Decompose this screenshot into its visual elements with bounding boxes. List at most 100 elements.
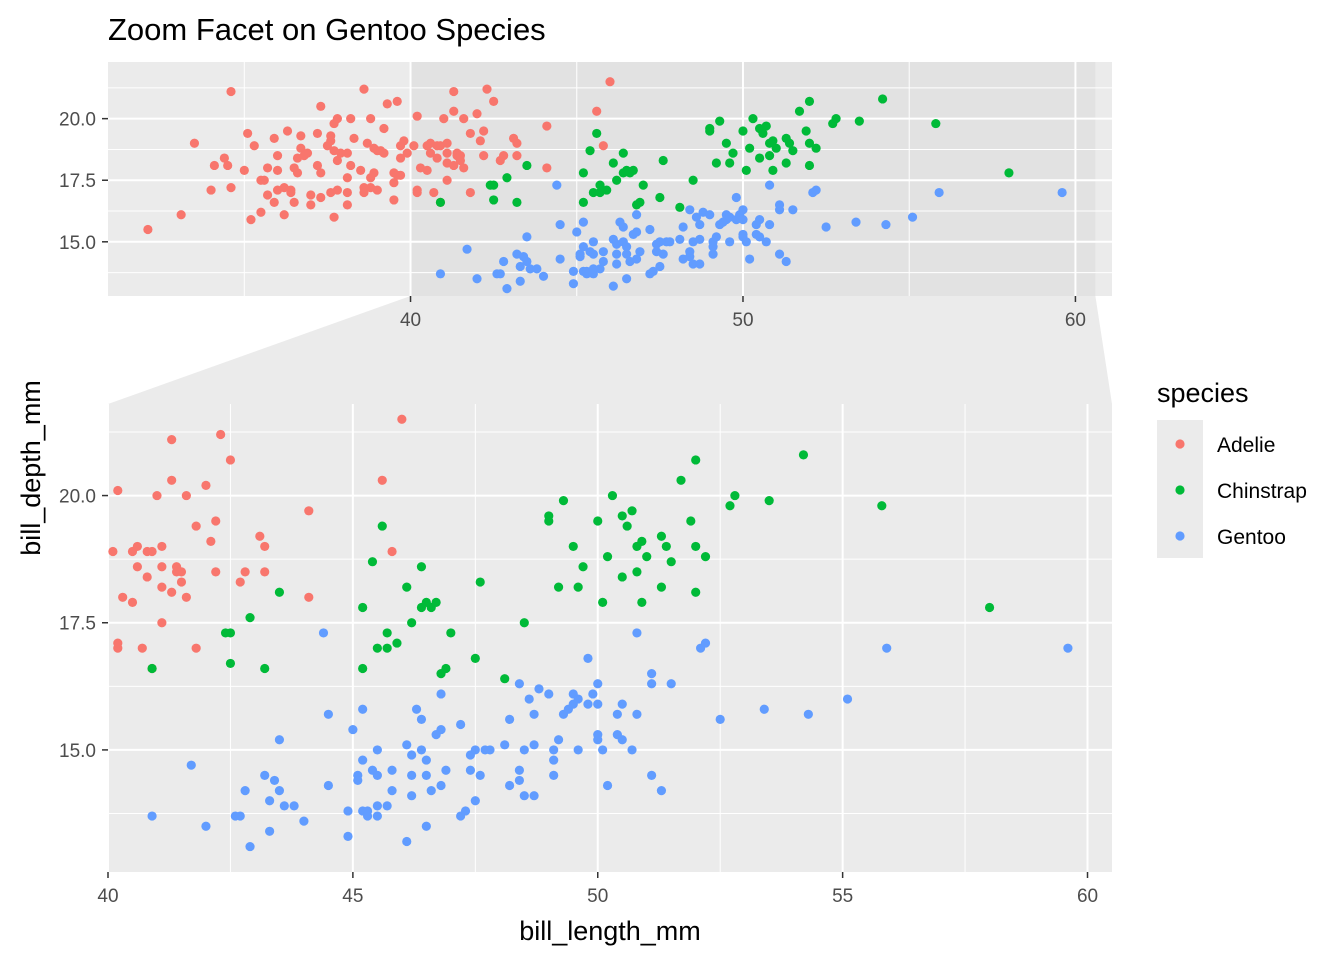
point-adelie (167, 587, 177, 597)
point-adelie (286, 185, 296, 195)
point-gentoo (598, 745, 608, 755)
point-adelie (262, 163, 273, 173)
point-chinstrap (688, 175, 698, 185)
x-tick-label: 50 (587, 886, 608, 907)
legend-label-chinstrap: Chinstrap (1217, 480, 1307, 503)
point-gentoo (505, 780, 515, 791)
point-adelie (167, 435, 177, 445)
point-gentoo (583, 653, 593, 663)
point-chinstrap (489, 195, 499, 205)
point-gentoo (627, 745, 637, 755)
point-gentoo (416, 745, 427, 755)
point-chinstrap (788, 146, 798, 156)
point-gentoo (555, 254, 565, 264)
point-adelie (302, 148, 313, 158)
point-adelie (240, 567, 250, 577)
zoom-panel: 15.0 17.5 20.0 40 45 50 55 60 (59, 404, 1112, 907)
point-adelie (387, 546, 397, 557)
point-chinstrap (761, 121, 771, 131)
point-gentoo (387, 786, 397, 796)
point-adelie (304, 592, 314, 602)
point-chinstrap (598, 597, 608, 607)
point-adelie (332, 185, 342, 195)
point-chinstrap (721, 138, 731, 148)
x-axis-label: bill_length_mm (519, 916, 701, 946)
point-gentoo (514, 765, 524, 775)
point-gentoo (525, 264, 535, 274)
point-gentoo (362, 806, 373, 816)
point-adelie (304, 506, 314, 516)
y-tick-label: 17.5 (59, 171, 96, 192)
point-adelie (475, 136, 485, 146)
point-chinstrap (602, 185, 612, 195)
point-adelie (389, 195, 399, 205)
point-chinstrap (801, 126, 811, 136)
point-gentoo (522, 256, 532, 267)
point-adelie (499, 151, 509, 161)
point-gentoo (725, 237, 735, 247)
point-adelie (191, 643, 201, 653)
point-gentoo (645, 224, 655, 235)
point-adelie (449, 160, 459, 171)
point-adelie (269, 133, 279, 143)
point-adelie (296, 131, 306, 141)
point-adelie (349, 133, 359, 143)
point-adelie (395, 153, 406, 163)
point-gentoo (612, 249, 622, 259)
point-chinstrap (522, 160, 532, 171)
point-adelie (235, 577, 245, 587)
point-chinstrap (661, 541, 671, 552)
y-tick-label: 15.0 (59, 233, 96, 254)
y-tick-label: 17.5 (59, 614, 96, 635)
point-chinstrap (553, 582, 564, 592)
point-gentoo (472, 274, 482, 284)
point-gentoo (485, 745, 495, 755)
point-gentoo (348, 724, 358, 735)
point-adelie (137, 643, 147, 653)
legend-label-gentoo: Gentoo (1217, 526, 1286, 549)
point-chinstrap (245, 613, 255, 623)
point-gentoo (274, 735, 285, 745)
point-chinstrap (260, 663, 270, 674)
point-chinstrap (804, 160, 815, 171)
point-adelie (249, 141, 259, 151)
point-adelie (459, 163, 469, 173)
point-adelie (306, 190, 316, 200)
point-chinstrap (225, 658, 236, 669)
point-adelie (429, 187, 439, 198)
point-gentoo (407, 750, 417, 760)
point-adelie (409, 141, 419, 151)
point-chinstrap (470, 653, 480, 663)
zoom-connector (108, 296, 1112, 404)
point-chinstrap (768, 136, 778, 146)
point-gentoo (372, 770, 382, 780)
point-gentoo (695, 219, 705, 230)
point-adelie (279, 210, 289, 220)
point-gentoo (323, 780, 333, 791)
point-gentoo (421, 755, 431, 765)
point-chinstrap (877, 501, 887, 511)
point-adelie (377, 475, 387, 485)
point-adelie (442, 175, 452, 185)
legend-key-gentoo (1175, 531, 1185, 541)
point-adelie (542, 163, 552, 173)
point-gentoo (456, 719, 466, 730)
point-gentoo (475, 770, 485, 780)
point-adelie (189, 138, 200, 148)
point-adelie (113, 638, 123, 648)
point-chinstrap (638, 180, 648, 190)
point-chinstrap (728, 148, 738, 158)
point-adelie (332, 155, 342, 166)
point-gentoo (631, 254, 642, 264)
point-chinstrap (656, 582, 667, 592)
point-adelie (225, 455, 236, 465)
point-chinstrap (612, 175, 622, 185)
point-gentoo (519, 745, 529, 755)
point-adelie (359, 84, 369, 94)
point-adelie (260, 567, 270, 577)
point-gentoo (745, 254, 755, 264)
point-gentoo (573, 745, 583, 755)
point-adelie (479, 151, 489, 161)
point-gentoo (274, 786, 285, 796)
y-tick-label: 15.0 (59, 741, 96, 762)
